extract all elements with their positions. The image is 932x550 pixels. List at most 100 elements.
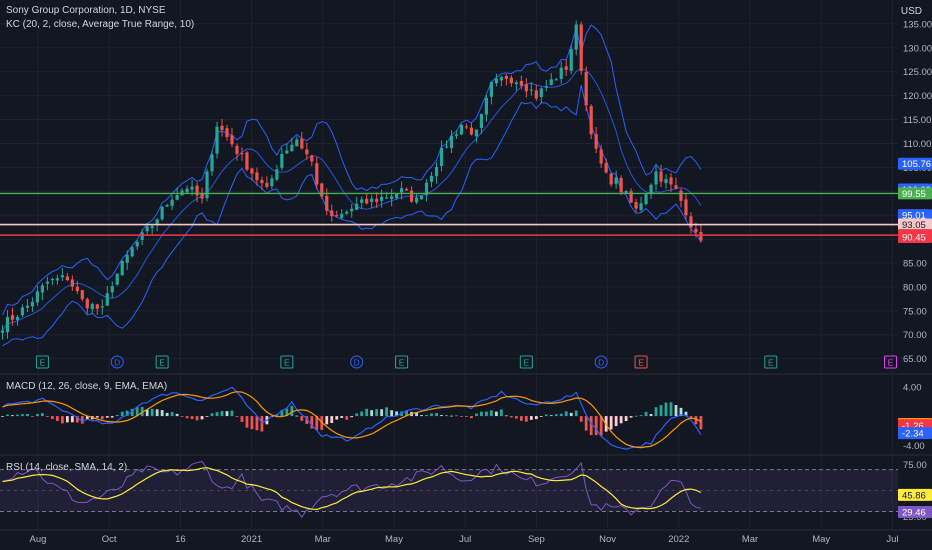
price-tick-label: 75.00 xyxy=(903,306,927,317)
candle-body xyxy=(534,90,538,99)
candle-body xyxy=(634,202,638,209)
rsi-tick-label: 75.00 xyxy=(903,460,927,471)
candle-body xyxy=(255,172,259,181)
indicator-legend-kc: KC (20, 2, close, Average True Range, 10… xyxy=(6,19,194,30)
currency-label[interactable]: USD xyxy=(901,6,922,17)
time-tick-label: Nov xyxy=(599,534,616,545)
macd-histogram-bar xyxy=(315,416,319,430)
candle-body xyxy=(110,286,114,293)
candle-body xyxy=(365,198,369,204)
macd-histogram-bar xyxy=(584,416,588,431)
candle-body xyxy=(210,154,214,172)
rsi-legend: RSI (14, close, SMA, 14, 2) xyxy=(6,462,127,473)
macd-histogram-bar xyxy=(689,416,693,418)
macd-histogram-bar xyxy=(609,416,613,430)
candle-body xyxy=(190,186,194,190)
candle-body xyxy=(125,255,129,263)
candle-body xyxy=(574,24,578,50)
macd-histogram-bar xyxy=(360,411,364,417)
candle-body xyxy=(55,278,59,281)
candle-body xyxy=(544,86,548,88)
candle-body xyxy=(624,191,628,194)
candle-body xyxy=(474,129,479,137)
macd-histogram-bar xyxy=(65,416,69,423)
macd-histogram-bar xyxy=(175,413,179,417)
macd-histogram-bar xyxy=(455,415,458,417)
candle-body xyxy=(25,305,30,308)
candle-body xyxy=(105,293,109,306)
candle-body xyxy=(694,228,698,233)
event-marker-earnings xyxy=(155,355,169,369)
candle-body xyxy=(559,67,563,79)
macd-histogram-bar xyxy=(445,415,448,417)
macd-histogram-bar xyxy=(160,410,164,417)
macd-histogram-bar xyxy=(415,412,418,417)
macd-histogram-bar xyxy=(539,416,543,417)
macd-histogram-bar xyxy=(120,411,124,417)
candle-body xyxy=(509,77,513,84)
candle-body xyxy=(95,304,99,309)
macd-legend: MACD (12, 26, close, 9, EMA, EMA) xyxy=(6,381,167,392)
price-tick-label: 110.00 xyxy=(903,139,931,150)
candle-body xyxy=(380,196,384,202)
rsi-badge-value: 29.46 xyxy=(902,508,926,519)
macd-histogram-bar xyxy=(110,416,114,418)
macd-histogram-bar xyxy=(579,416,583,422)
price-tick-label: 70.00 xyxy=(903,330,927,341)
macd-histogram-bar xyxy=(240,416,244,422)
macd-histogram-bar xyxy=(330,416,334,424)
price-panel[interactable] xyxy=(0,20,898,347)
macd-histogram-bar xyxy=(190,416,194,420)
candle-body xyxy=(424,182,429,196)
candle-body xyxy=(449,135,454,149)
macd-histogram-bar xyxy=(305,416,309,424)
macd-tick-label: -4.00 xyxy=(903,441,925,452)
rsi-line xyxy=(2,460,701,519)
event-marker-label: E xyxy=(284,358,290,368)
candle-body xyxy=(629,191,633,203)
macd-histogram-bar xyxy=(235,416,239,417)
candle-body xyxy=(40,285,45,293)
candle-body xyxy=(195,185,199,196)
macd-histogram-bar xyxy=(529,416,533,420)
event-marker-dividend xyxy=(594,355,608,369)
macd-histogram-bar xyxy=(260,416,264,432)
candle-body xyxy=(459,124,464,135)
rsi-panel[interactable] xyxy=(0,460,898,519)
macd-histogram-bar xyxy=(6,414,9,417)
candle-body xyxy=(519,80,523,86)
candle-body xyxy=(100,306,104,308)
candle-body xyxy=(155,219,159,225)
macd-line xyxy=(2,386,702,450)
event-marker-label: E xyxy=(768,358,774,368)
candle-body xyxy=(434,167,439,177)
macd-histogram-bar xyxy=(659,405,663,417)
candle-body xyxy=(140,232,144,240)
price-badge xyxy=(898,209,932,222)
candle-body xyxy=(414,197,419,203)
candle-body xyxy=(275,169,279,180)
price-badge-value: 90.45 xyxy=(902,232,926,243)
macd-histogram-bar xyxy=(115,414,119,417)
candle-body xyxy=(15,316,20,321)
candle-body xyxy=(290,144,294,152)
candle-body xyxy=(669,177,673,185)
macd-histogram-bar xyxy=(694,416,698,425)
macd-histogram-bar xyxy=(250,416,254,430)
macd-histogram-bar xyxy=(11,415,14,417)
macd-histogram-bar xyxy=(340,416,344,418)
event-marker-label: E xyxy=(40,358,46,368)
macd-histogram-bar xyxy=(205,416,209,417)
macd-histogram-bar xyxy=(60,416,64,424)
candle-body xyxy=(340,213,344,218)
candle-body xyxy=(200,193,204,199)
macd-signal-line xyxy=(2,391,702,449)
candle-body xyxy=(230,135,234,145)
macd-histogram-bar xyxy=(524,416,528,422)
candle-body xyxy=(65,276,69,281)
macd-histogram-bar xyxy=(534,416,538,420)
macd-histogram-bar xyxy=(21,414,24,417)
macd-panel[interactable] xyxy=(1,386,703,450)
candle-body xyxy=(494,78,498,84)
candle-body xyxy=(464,126,469,128)
